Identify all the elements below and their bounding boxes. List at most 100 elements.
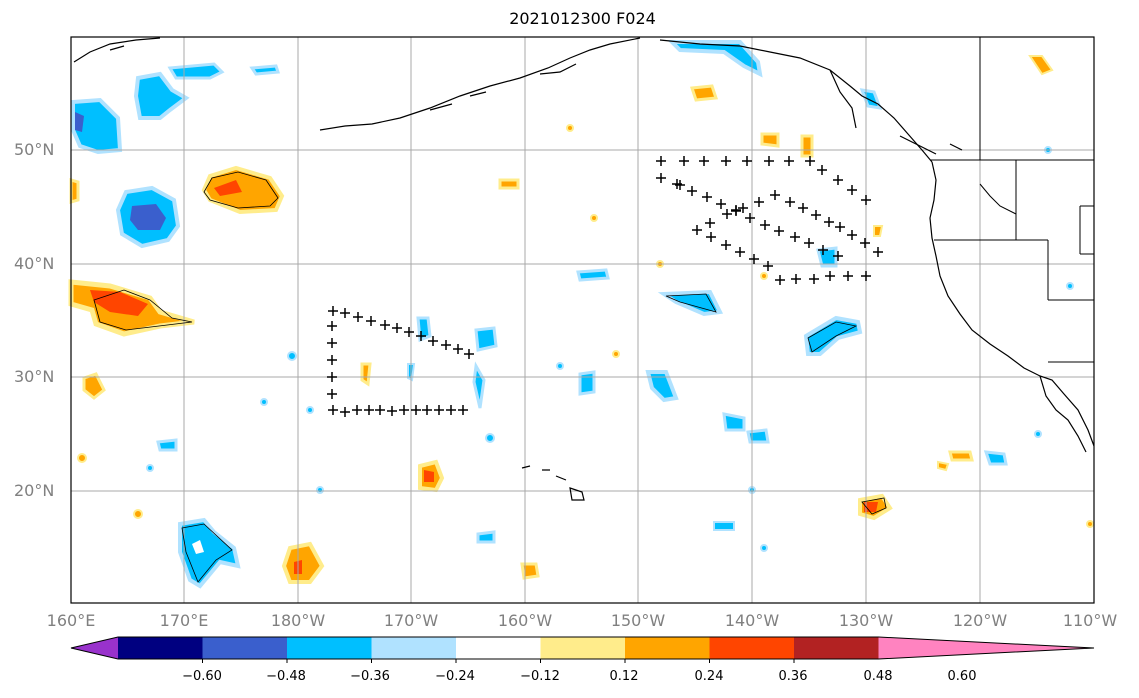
station-marker bbox=[738, 203, 748, 213]
map-panel bbox=[71, 37, 1094, 603]
anomaly-spot bbox=[77, 453, 87, 463]
anomaly-blue bbox=[722, 412, 746, 432]
anomaly-blue bbox=[178, 517, 241, 589]
station-marker bbox=[770, 190, 780, 200]
station-marker bbox=[446, 405, 456, 415]
station-marker bbox=[790, 232, 800, 242]
anomaly-blue bbox=[249, 64, 281, 76]
lon-label-170w: 170°W bbox=[383, 611, 439, 630]
anomaly-blue-core bbox=[130, 204, 166, 230]
anomaly-blue bbox=[645, 370, 679, 403]
colorbar-tick-label: −0.60 bbox=[182, 669, 222, 684]
lon-label-120w: 120°W bbox=[952, 611, 1008, 630]
lat-label-30n: 30°N bbox=[14, 367, 55, 386]
station-marker bbox=[327, 389, 337, 399]
anomaly-spot bbox=[566, 124, 574, 132]
station-marker bbox=[340, 308, 350, 318]
station-marker bbox=[804, 238, 814, 248]
map-frame bbox=[70, 36, 1095, 604]
coastlines bbox=[73, 37, 1095, 501]
station-marker bbox=[353, 312, 363, 322]
anomaly-spot bbox=[316, 486, 324, 494]
station-marker bbox=[742, 156, 752, 166]
station-marker bbox=[764, 156, 774, 166]
colorbar-tick-label: 0.60 bbox=[947, 669, 977, 684]
anomaly-blue bbox=[133, 71, 190, 120]
lon-label-160e: 160°E bbox=[46, 611, 96, 630]
station-marker bbox=[327, 355, 337, 365]
station-marker bbox=[825, 271, 835, 281]
station-marker bbox=[380, 320, 390, 330]
lon-label-170e: 170°E bbox=[159, 611, 209, 630]
anomaly-spot bbox=[287, 351, 297, 361]
colorbar-extend-high bbox=[878, 637, 1094, 659]
colorbar-tick-label: −0.48 bbox=[266, 669, 306, 684]
station-marker bbox=[833, 251, 843, 261]
station-marker bbox=[735, 247, 745, 257]
colorbar-tick-label: −0.24 bbox=[435, 669, 475, 684]
anomaly-spot bbox=[590, 214, 598, 222]
lon-label-160w: 160°W bbox=[497, 611, 553, 630]
station-marker bbox=[861, 271, 871, 281]
station-marker bbox=[656, 173, 666, 183]
station-marker bbox=[428, 336, 438, 346]
anomaly-orange bbox=[1028, 55, 1054, 76]
station-marker bbox=[791, 274, 801, 284]
station-marker bbox=[824, 217, 834, 227]
station-marker bbox=[705, 218, 715, 228]
station-marker bbox=[798, 203, 808, 213]
colorbar-tick-label: −0.36 bbox=[350, 669, 390, 684]
anomaly-red bbox=[424, 470, 434, 482]
anomaly-patches bbox=[68, 40, 1094, 589]
contour-lines bbox=[93, 171, 887, 583]
colorbar-segment bbox=[625, 637, 710, 659]
anomaly-blue bbox=[71, 97, 123, 155]
anomaly-orange bbox=[520, 562, 540, 580]
anomaly-spot bbox=[133, 509, 143, 519]
station-marker bbox=[809, 274, 819, 284]
lon-label-150w: 150°W bbox=[610, 611, 666, 630]
colorbar-outline bbox=[70, 636, 1095, 660]
station-marker bbox=[775, 275, 785, 285]
station-marker bbox=[721, 156, 731, 166]
station-marker bbox=[861, 195, 871, 205]
station-marker bbox=[327, 321, 337, 331]
anomaly-blue bbox=[167, 62, 225, 80]
anomaly-white-hole bbox=[192, 540, 204, 554]
anomaly-spot bbox=[1066, 282, 1074, 290]
anomaly-spot bbox=[760, 272, 768, 280]
colorbar-segment bbox=[202, 637, 288, 659]
colorbar-segment bbox=[709, 637, 795, 659]
station-marker bbox=[679, 156, 689, 166]
gridlines bbox=[71, 37, 1094, 603]
station-marker bbox=[745, 213, 755, 223]
station-marker bbox=[847, 230, 857, 240]
anomaly-spot bbox=[1034, 430, 1042, 438]
station-marker bbox=[387, 406, 397, 416]
colorbar-tick-label: 0.36 bbox=[778, 669, 808, 684]
station-marker bbox=[364, 405, 374, 415]
station-marker bbox=[687, 186, 697, 196]
station-marker bbox=[453, 344, 463, 354]
station-marker bbox=[327, 372, 337, 382]
anomaly-blue bbox=[156, 438, 178, 452]
colorbar-segment bbox=[371, 637, 457, 659]
anomaly-spot bbox=[485, 433, 495, 443]
station-marker bbox=[392, 323, 402, 333]
anomaly-blue bbox=[360, 362, 372, 387]
station-marker bbox=[763, 261, 773, 271]
station-marker bbox=[721, 240, 731, 250]
anomaly-spot bbox=[146, 464, 154, 472]
station-marker bbox=[366, 316, 376, 326]
land-borders bbox=[930, 37, 1094, 363]
colorbar-tick-label: 0.12 bbox=[609, 669, 639, 684]
station-marker bbox=[847, 185, 857, 195]
anomaly-blue bbox=[983, 450, 1008, 466]
station-marker bbox=[458, 405, 468, 415]
station-marker bbox=[843, 271, 853, 281]
lon-label-110w: 110°W bbox=[1062, 611, 1118, 630]
anomaly-orange bbox=[937, 460, 950, 472]
anomaly-red bbox=[864, 502, 878, 512]
colorbar-segment bbox=[456, 637, 541, 659]
